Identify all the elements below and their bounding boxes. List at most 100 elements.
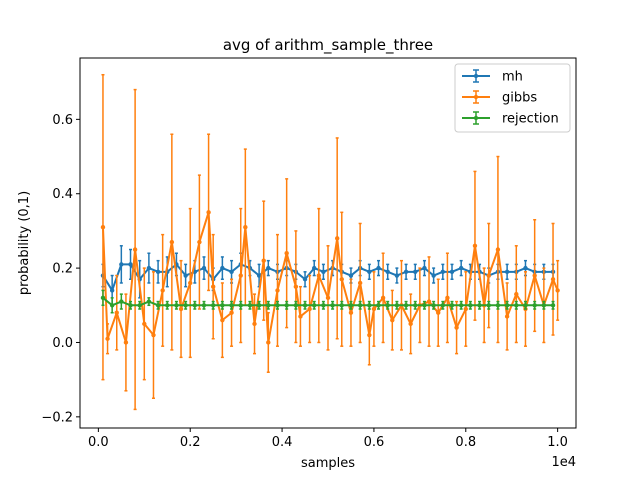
data-point [376, 303, 381, 308]
data-point [541, 303, 547, 308]
data-point [504, 269, 510, 275]
data-point [523, 303, 528, 308]
data-point [357, 280, 363, 286]
data-point [477, 303, 482, 308]
data-point [229, 303, 234, 308]
data-point [436, 310, 441, 315]
legend-label: rejection [502, 112, 559, 127]
data-point [472, 243, 478, 248]
data-point [183, 273, 188, 278]
data-point [458, 265, 464, 271]
data-point [413, 303, 418, 308]
data-point [514, 291, 519, 297]
data-point [422, 265, 427, 271]
data-point [339, 277, 344, 282]
data-point [220, 265, 225, 271]
data-point [261, 258, 266, 263]
data-point [284, 303, 289, 308]
data-point [348, 310, 354, 315]
data-point [555, 288, 560, 293]
data-point [298, 314, 303, 319]
data-point [394, 273, 400, 278]
data-point [146, 265, 152, 271]
legend-marker [473, 73, 479, 79]
data-point [431, 273, 436, 278]
data-point [550, 303, 556, 308]
data-point [367, 332, 372, 338]
data-point [220, 303, 225, 308]
plot-area [100, 73, 560, 411]
x-offset-text: 1e4 [551, 455, 576, 470]
data-point [385, 269, 390, 275]
data-point [151, 332, 156, 338]
data-point [321, 269, 326, 275]
data-point [109, 288, 115, 293]
data-point [385, 303, 390, 308]
data-point [201, 265, 207, 271]
data-point [376, 265, 381, 271]
legend-marker [473, 94, 479, 100]
data-point [256, 303, 262, 308]
legend-box [454, 63, 571, 133]
legend-label: gibbs [502, 91, 537, 106]
chart-title: avg of arithm_sample_three [223, 36, 433, 55]
data-point [532, 273, 537, 278]
data-point [155, 303, 161, 308]
data-point [275, 288, 280, 293]
y-tick-label: 0.0 [52, 336, 73, 351]
legend: mh gibbs rejection [454, 63, 571, 133]
x-tick-label: 1.0 [547, 435, 568, 450]
x-tick-label: 0.4 [272, 435, 293, 450]
data-point [275, 303, 280, 308]
y-tick-label: −0.2 [41, 410, 73, 425]
data-point [238, 273, 243, 278]
data-point [256, 273, 262, 278]
data-point [449, 303, 455, 308]
data-point [293, 303, 299, 308]
x-tick-label: 0.6 [364, 435, 385, 450]
data-point [431, 303, 436, 308]
data-point [330, 303, 335, 308]
data-point [440, 269, 446, 275]
data-point [123, 340, 129, 345]
data-point [504, 314, 510, 319]
data-point [105, 336, 110, 341]
data-point [229, 310, 234, 315]
data-point [183, 303, 188, 308]
data-point [197, 239, 202, 245]
data-point [252, 321, 257, 327]
series-gibbs [100, 73, 560, 411]
data-point [403, 269, 409, 275]
data-point [100, 224, 106, 230]
data-point [550, 277, 556, 282]
y-tick-label: 0.4 [52, 187, 73, 202]
data-point [119, 262, 124, 267]
data-point [128, 303, 133, 308]
data-point [440, 303, 446, 308]
x-tick-label: 0.0 [88, 435, 109, 450]
x-axis-label: samples [301, 456, 355, 471]
data-point [178, 306, 184, 312]
legend-entry-gibbs: gibbs [462, 90, 537, 106]
data-point [454, 325, 459, 330]
data-point [380, 295, 386, 301]
data-point [514, 303, 519, 308]
data-point [367, 303, 372, 308]
legend-label: mh [502, 70, 523, 85]
data-point [458, 303, 464, 308]
data-point [495, 247, 501, 252]
data-point [146, 299, 152, 304]
data-point [408, 321, 413, 327]
data-point [422, 303, 427, 308]
data-point [192, 303, 198, 308]
data-point [334, 236, 340, 241]
data-point [312, 303, 317, 308]
data-point [220, 317, 225, 323]
data-point [316, 273, 322, 278]
data-point [266, 265, 271, 271]
data-point [284, 251, 289, 256]
y-tick-label: 0.6 [52, 113, 73, 128]
data-point [486, 303, 491, 308]
data-point [188, 280, 193, 286]
data-point [119, 299, 124, 304]
